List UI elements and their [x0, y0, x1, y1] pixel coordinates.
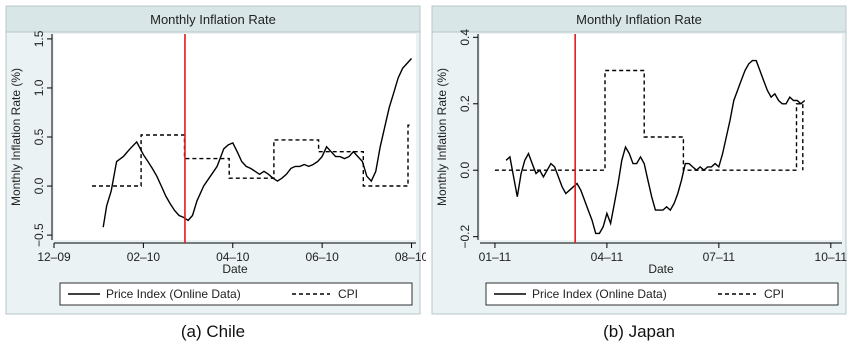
chile-title: Monthly Inflation Rate	[150, 12, 276, 27]
chile-series-cpi	[92, 124, 413, 187]
chile-y-tick-label: 0.0	[32, 177, 46, 194]
japan-y-tick-label: 0.2	[458, 95, 472, 112]
japan-title: Monthly Inflation Rate	[576, 12, 702, 27]
chile-legend-label-cpi: CPI	[338, 287, 358, 301]
chile-title-bar	[5, 5, 421, 33]
chile-x-tick-label: 04–10	[216, 250, 250, 264]
chile-plot-area	[54, 34, 416, 240]
japan-series-cpi	[494, 69, 804, 171]
japan-x-tick-label: 07–11	[703, 250, 736, 264]
chile-x-tick-label: 12–09	[37, 250, 71, 264]
japan-legend	[485, 282, 839, 306]
chile-y-tick-label: 1.0	[32, 79, 46, 96]
japan-y-tick-label: 0.0	[458, 162, 472, 179]
japan-x-tick-label: 01–11	[479, 250, 512, 264]
chile-legend-label-price-index: Price Index (Online Data)	[106, 287, 241, 301]
chile-x-axis-label: Date	[222, 262, 248, 276]
chile-x-tick-label: 06–10	[305, 250, 339, 264]
chart-japan: Monthly Inflation Rate −0.2 0.0 0.2 0.4 Month…	[431, 5, 848, 315]
japan-x-tick-label: 10–11	[815, 250, 848, 264]
chile-y-tick-label: −0.5	[32, 223, 46, 247]
chile-x-tick-label: 08–10	[395, 250, 426, 264]
chile-y-axis-label: Monthly Inflation Rate (%)	[9, 68, 23, 206]
japan-x-axis-label: Date	[648, 262, 674, 276]
chile-legend	[59, 282, 413, 306]
caption-japan: (b) Japan	[603, 322, 675, 341]
japan-legend-label-price-index: Price Index (Online Data)	[532, 287, 667, 301]
japan-y-tick-label: −0.2	[458, 225, 472, 249]
japan-y-axis-label: Monthly Inflation Rate (%)	[435, 68, 449, 206]
japan-series-price-index	[505, 59, 806, 235]
chart-chile: Monthly Inflation Rate −0.5 0.0 0.5 1.0 1.5 Mo…	[5, 5, 426, 315]
japan-y-tick-label: 0.4	[458, 29, 472, 46]
japan-legend-label-cpi: CPI	[764, 287, 784, 301]
japan-title-bar	[431, 5, 847, 33]
caption-chile: (a) Chile	[180, 322, 246, 341]
chile-y-tick-label: 1.5	[32, 30, 46, 47]
chile-x-tick-label: 02–10	[127, 250, 161, 264]
chile-y-tick-label: 0.5	[32, 128, 46, 145]
japan-x-tick-label: 04–11	[591, 250, 624, 264]
